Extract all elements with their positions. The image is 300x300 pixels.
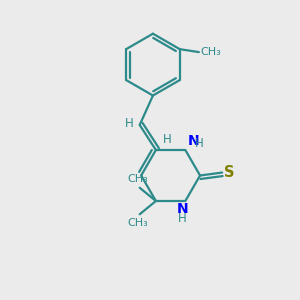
Text: H: H [163,133,172,146]
Text: CH₃: CH₃ [128,174,148,184]
Text: H: H [195,137,203,150]
Text: N: N [188,134,199,148]
Text: N: N [177,202,188,217]
Text: H: H [125,117,134,130]
Text: CH₃: CH₃ [128,218,148,228]
Text: H: H [178,212,187,225]
Text: CH₃: CH₃ [200,47,221,57]
Text: S: S [224,165,235,180]
